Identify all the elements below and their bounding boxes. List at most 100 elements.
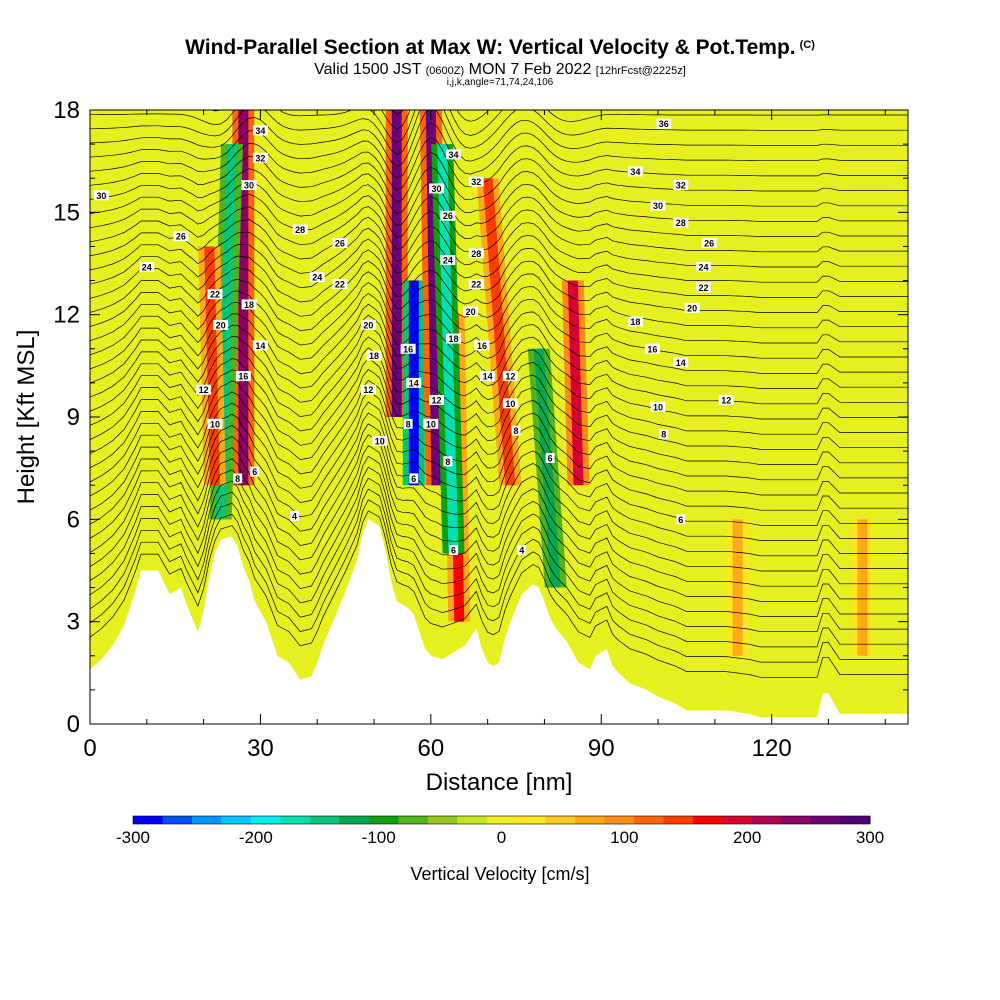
isentrope-line xyxy=(90,466,908,617)
isentrope-label: 8 xyxy=(659,429,669,440)
isentrope-label-text: 36 xyxy=(659,119,669,129)
isentrope-label: 16 xyxy=(235,371,251,382)
colorbar-swatch xyxy=(604,816,635,824)
isentrope-label-text: 30 xyxy=(432,184,442,194)
isentrope-line xyxy=(90,249,908,313)
isentrope-line xyxy=(90,488,908,648)
colorbar-swatch xyxy=(427,816,458,824)
isentrope-line xyxy=(90,260,908,329)
colorbar-swatch xyxy=(486,816,517,824)
isentrope-label: 34 xyxy=(627,166,643,177)
isentrope-line xyxy=(90,110,908,167)
isentrope-label-text: 32 xyxy=(471,177,481,187)
isentrope-label-text: 6 xyxy=(411,474,416,484)
isentrope-line xyxy=(90,166,908,215)
colorbar-tick-label: -100 xyxy=(362,828,396,847)
isentrope-label: 16 xyxy=(474,340,490,351)
isentrope-label: 6 xyxy=(545,452,555,463)
isentrope-label-text: 14 xyxy=(409,378,419,388)
isentrope-line xyxy=(90,122,908,179)
isentrope-line xyxy=(90,477,908,633)
isentrope-label: 8 xyxy=(511,425,521,436)
isentrope-label: 6 xyxy=(676,514,686,525)
isentrope-line xyxy=(90,510,908,678)
x-tick-label: 90 xyxy=(588,735,615,762)
isentrope-label: 20 xyxy=(684,302,700,313)
isentrope-label: 32 xyxy=(673,180,689,191)
isentrope-label-text: 12 xyxy=(721,395,731,405)
colorbar-swatch xyxy=(840,816,871,824)
isentrope-label-text: 24 xyxy=(142,262,152,272)
y-tick-label: 18 xyxy=(53,97,80,124)
colorbar-swatch xyxy=(368,816,399,824)
isentrope-line xyxy=(90,292,908,374)
isentrope-label: 14 xyxy=(480,371,496,382)
velocity-core xyxy=(391,110,402,417)
isentrope-label: 10 xyxy=(207,418,223,429)
isentrope-label-text: 26 xyxy=(704,239,714,249)
isentrope-line xyxy=(90,325,908,420)
x-tick-label: 30 xyxy=(247,735,274,762)
isentrope-label-text: 26 xyxy=(176,232,186,242)
isentrope-label: 14 xyxy=(406,377,422,388)
colorbar-tick-label: 0 xyxy=(497,828,506,847)
velocity-core xyxy=(437,144,459,554)
isentrope-label: 30 xyxy=(429,183,445,194)
isentrope-label: 18 xyxy=(627,316,643,327)
isentrope-label-text: 28 xyxy=(676,218,686,228)
isentrope-label-text: 14 xyxy=(255,341,265,351)
isentrope-label-text: 12 xyxy=(199,385,209,395)
isentrope-label-text: 28 xyxy=(295,225,305,235)
isentrope-line xyxy=(90,193,908,239)
isentrope-label: 12 xyxy=(429,394,445,405)
velocity-core xyxy=(533,348,561,588)
velocity-core xyxy=(857,519,868,656)
isentrope-contours xyxy=(90,110,908,678)
colorbar-swatch xyxy=(398,816,429,824)
colorbar-swatch xyxy=(133,816,163,824)
isentrope-label: 20 xyxy=(213,319,229,330)
isentrope-label: 36 xyxy=(656,118,672,129)
y-tick-label: 3 xyxy=(67,609,80,636)
isentrope-label: 14 xyxy=(252,340,268,351)
isentrope-line xyxy=(90,216,908,268)
isentrope-label-text: 22 xyxy=(210,290,220,300)
isentrope-label: 14 xyxy=(673,357,689,368)
isentrope-label: 10 xyxy=(372,435,388,446)
isentrope-line xyxy=(90,238,908,298)
isentrope-label-text: 18 xyxy=(369,351,379,361)
isentrope-label: 26 xyxy=(701,238,717,249)
isentrope-label-text: 6 xyxy=(548,453,553,463)
valid-time-line: Valid 1500 JST (0600Z) MON 7 Feb 2022 [1… xyxy=(0,61,1000,79)
isentrope-label-text: 16 xyxy=(238,372,248,382)
y-axis-label: Height [Kft MSL] xyxy=(13,330,40,505)
isentrope-label: 24 xyxy=(139,261,155,272)
colorbar-swatch xyxy=(250,816,281,824)
isentrope-label-text: 22 xyxy=(335,279,345,289)
isentrope-line xyxy=(90,110,908,155)
isentrope-label: 24 xyxy=(309,272,325,283)
isentrope-line xyxy=(90,181,908,227)
isentrope-label-text: 22 xyxy=(471,279,481,289)
isentrope-label-text: 18 xyxy=(449,334,459,344)
valid-prefix: Valid 1500 JST xyxy=(314,61,422,78)
velocity-core xyxy=(567,280,584,486)
colorbar-swatch xyxy=(339,816,370,824)
colorbar-tick-label: 300 xyxy=(856,828,884,847)
isentrope-line xyxy=(90,303,908,389)
isentrope-line xyxy=(90,347,908,450)
isentrope-line xyxy=(90,423,908,557)
isentrope-line xyxy=(90,369,908,481)
x-tick-label: 0 xyxy=(83,735,96,762)
isentrope-label-text: 10 xyxy=(426,419,436,429)
valid-utc: (0600Z) xyxy=(425,65,465,77)
chart-title-text: Wind-Parallel Section at Max W: Vertical… xyxy=(185,36,796,59)
isentrope-label: 6 xyxy=(449,545,459,556)
isentrope-labels: 3024262220121086343230181416282426224201… xyxy=(93,118,734,556)
colorbar-swatch xyxy=(516,816,547,824)
isentrope-line xyxy=(90,401,908,526)
isentrope-label-text: 26 xyxy=(335,239,345,249)
colorbar-swatch xyxy=(457,816,488,824)
